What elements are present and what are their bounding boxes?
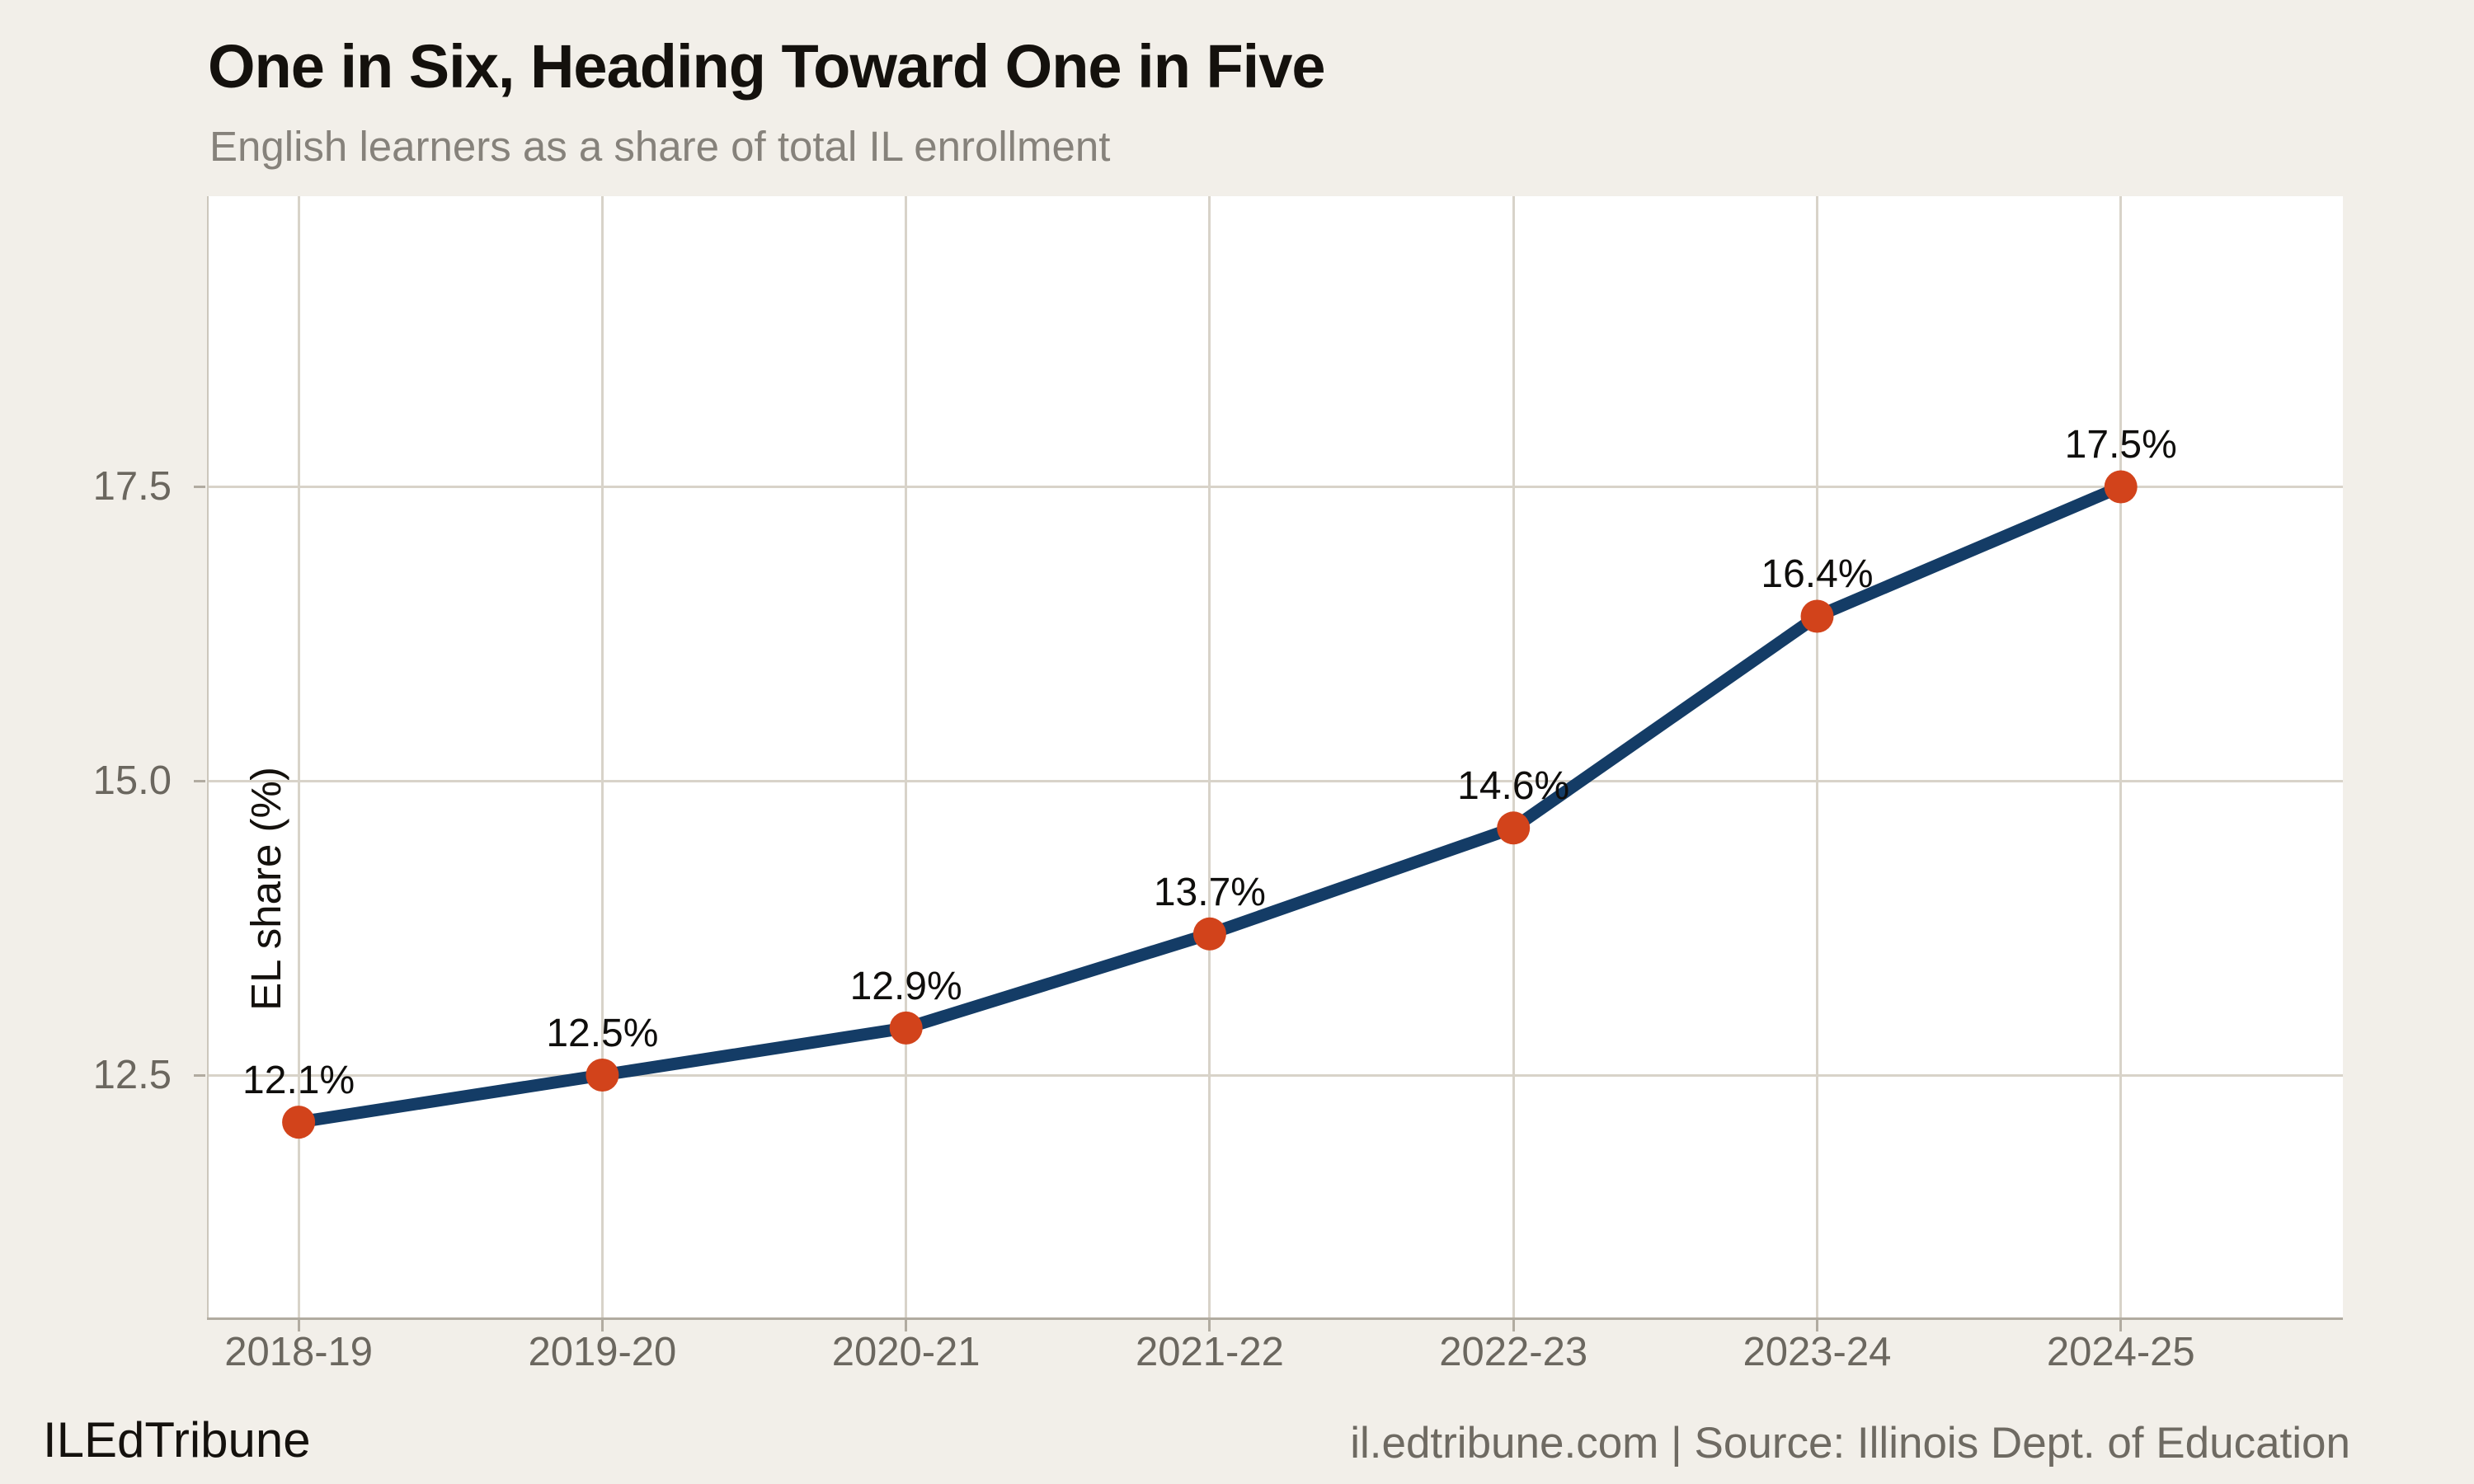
data-point-marker: [1497, 811, 1531, 845]
data-point-label: 12.9%: [849, 964, 962, 1008]
x-gridline: [297, 196, 300, 1317]
data-point-label: 17.5%: [2064, 423, 2177, 467]
data-point-marker: [282, 1106, 316, 1139]
x-gridline: [905, 196, 908, 1317]
footer-source: il.edtribune.com | Source: Illinois Dept…: [1350, 1419, 2350, 1468]
y-tick-label: 12.5: [92, 1053, 172, 1098]
plot-area: EL share (%) 12.5 15.0 17.5 2018-19 2019-20 2…: [93, 196, 2343, 1374]
chart-title: One in Six, Heading Toward One in Five: [208, 32, 1326, 101]
y-tick-mark: [194, 1073, 205, 1077]
x-tick-mark: [600, 1320, 604, 1331]
y-tick-label: 15.0: [92, 758, 172, 804]
y-tick-mark: [194, 485, 205, 488]
x-tick-label: 2023-24: [1743, 1330, 1892, 1374]
x-gridline: [1208, 196, 1211, 1317]
x-tick-mark: [1512, 1320, 1515, 1331]
x-tick-mark: [1208, 1320, 1211, 1331]
x-gridline: [2119, 196, 2123, 1317]
y-tick-label: 17.5: [92, 464, 172, 510]
data-point-marker: [586, 1059, 619, 1092]
x-tick-mark: [905, 1320, 908, 1331]
y-axis-spine: [207, 196, 209, 1317]
data-point-marker: [889, 1011, 923, 1045]
x-tick-label: 2018-19: [224, 1330, 374, 1374]
x-gridline: [600, 196, 604, 1317]
y-tick-mark: [194, 779, 205, 782]
data-point-marker: [1192, 917, 1226, 951]
data-point-label: 16.4%: [1761, 552, 1874, 597]
x-tick-label: 2024-25: [2046, 1330, 2195, 1374]
data-point-label: 12.1%: [242, 1059, 355, 1103]
x-axis-spine: [207, 1317, 2343, 1320]
x-tick-mark: [297, 1320, 300, 1331]
x-tick-mark: [1815, 1320, 1818, 1331]
x-tick-label: 2022-23: [1439, 1330, 1588, 1374]
data-point-marker: [2104, 470, 2138, 504]
x-gridline: [1512, 196, 1515, 1317]
footer-brand: ILEdTribune: [43, 1412, 311, 1468]
data-point-label: 13.7%: [1153, 870, 1266, 914]
chart-subtitle: English learners as a share of total IL …: [209, 123, 1111, 170]
y-gridline: [207, 779, 2343, 782]
y-gridline: [207, 485, 2343, 488]
data-point-label: 12.5%: [546, 1012, 659, 1056]
el-share-line-series: [282, 470, 2138, 1139]
x-tick-label: 2019-20: [528, 1330, 677, 1374]
x-gridline: [1815, 196, 1818, 1317]
data-point-marker: [1800, 599, 1834, 633]
data-point-label: 14.6%: [1457, 764, 1570, 809]
x-tick-label: 2020-21: [831, 1330, 981, 1374]
x-tick-label: 2021-22: [1136, 1330, 1284, 1374]
x-tick-mark: [2119, 1320, 2123, 1331]
y-gridline: [207, 1073, 2343, 1077]
